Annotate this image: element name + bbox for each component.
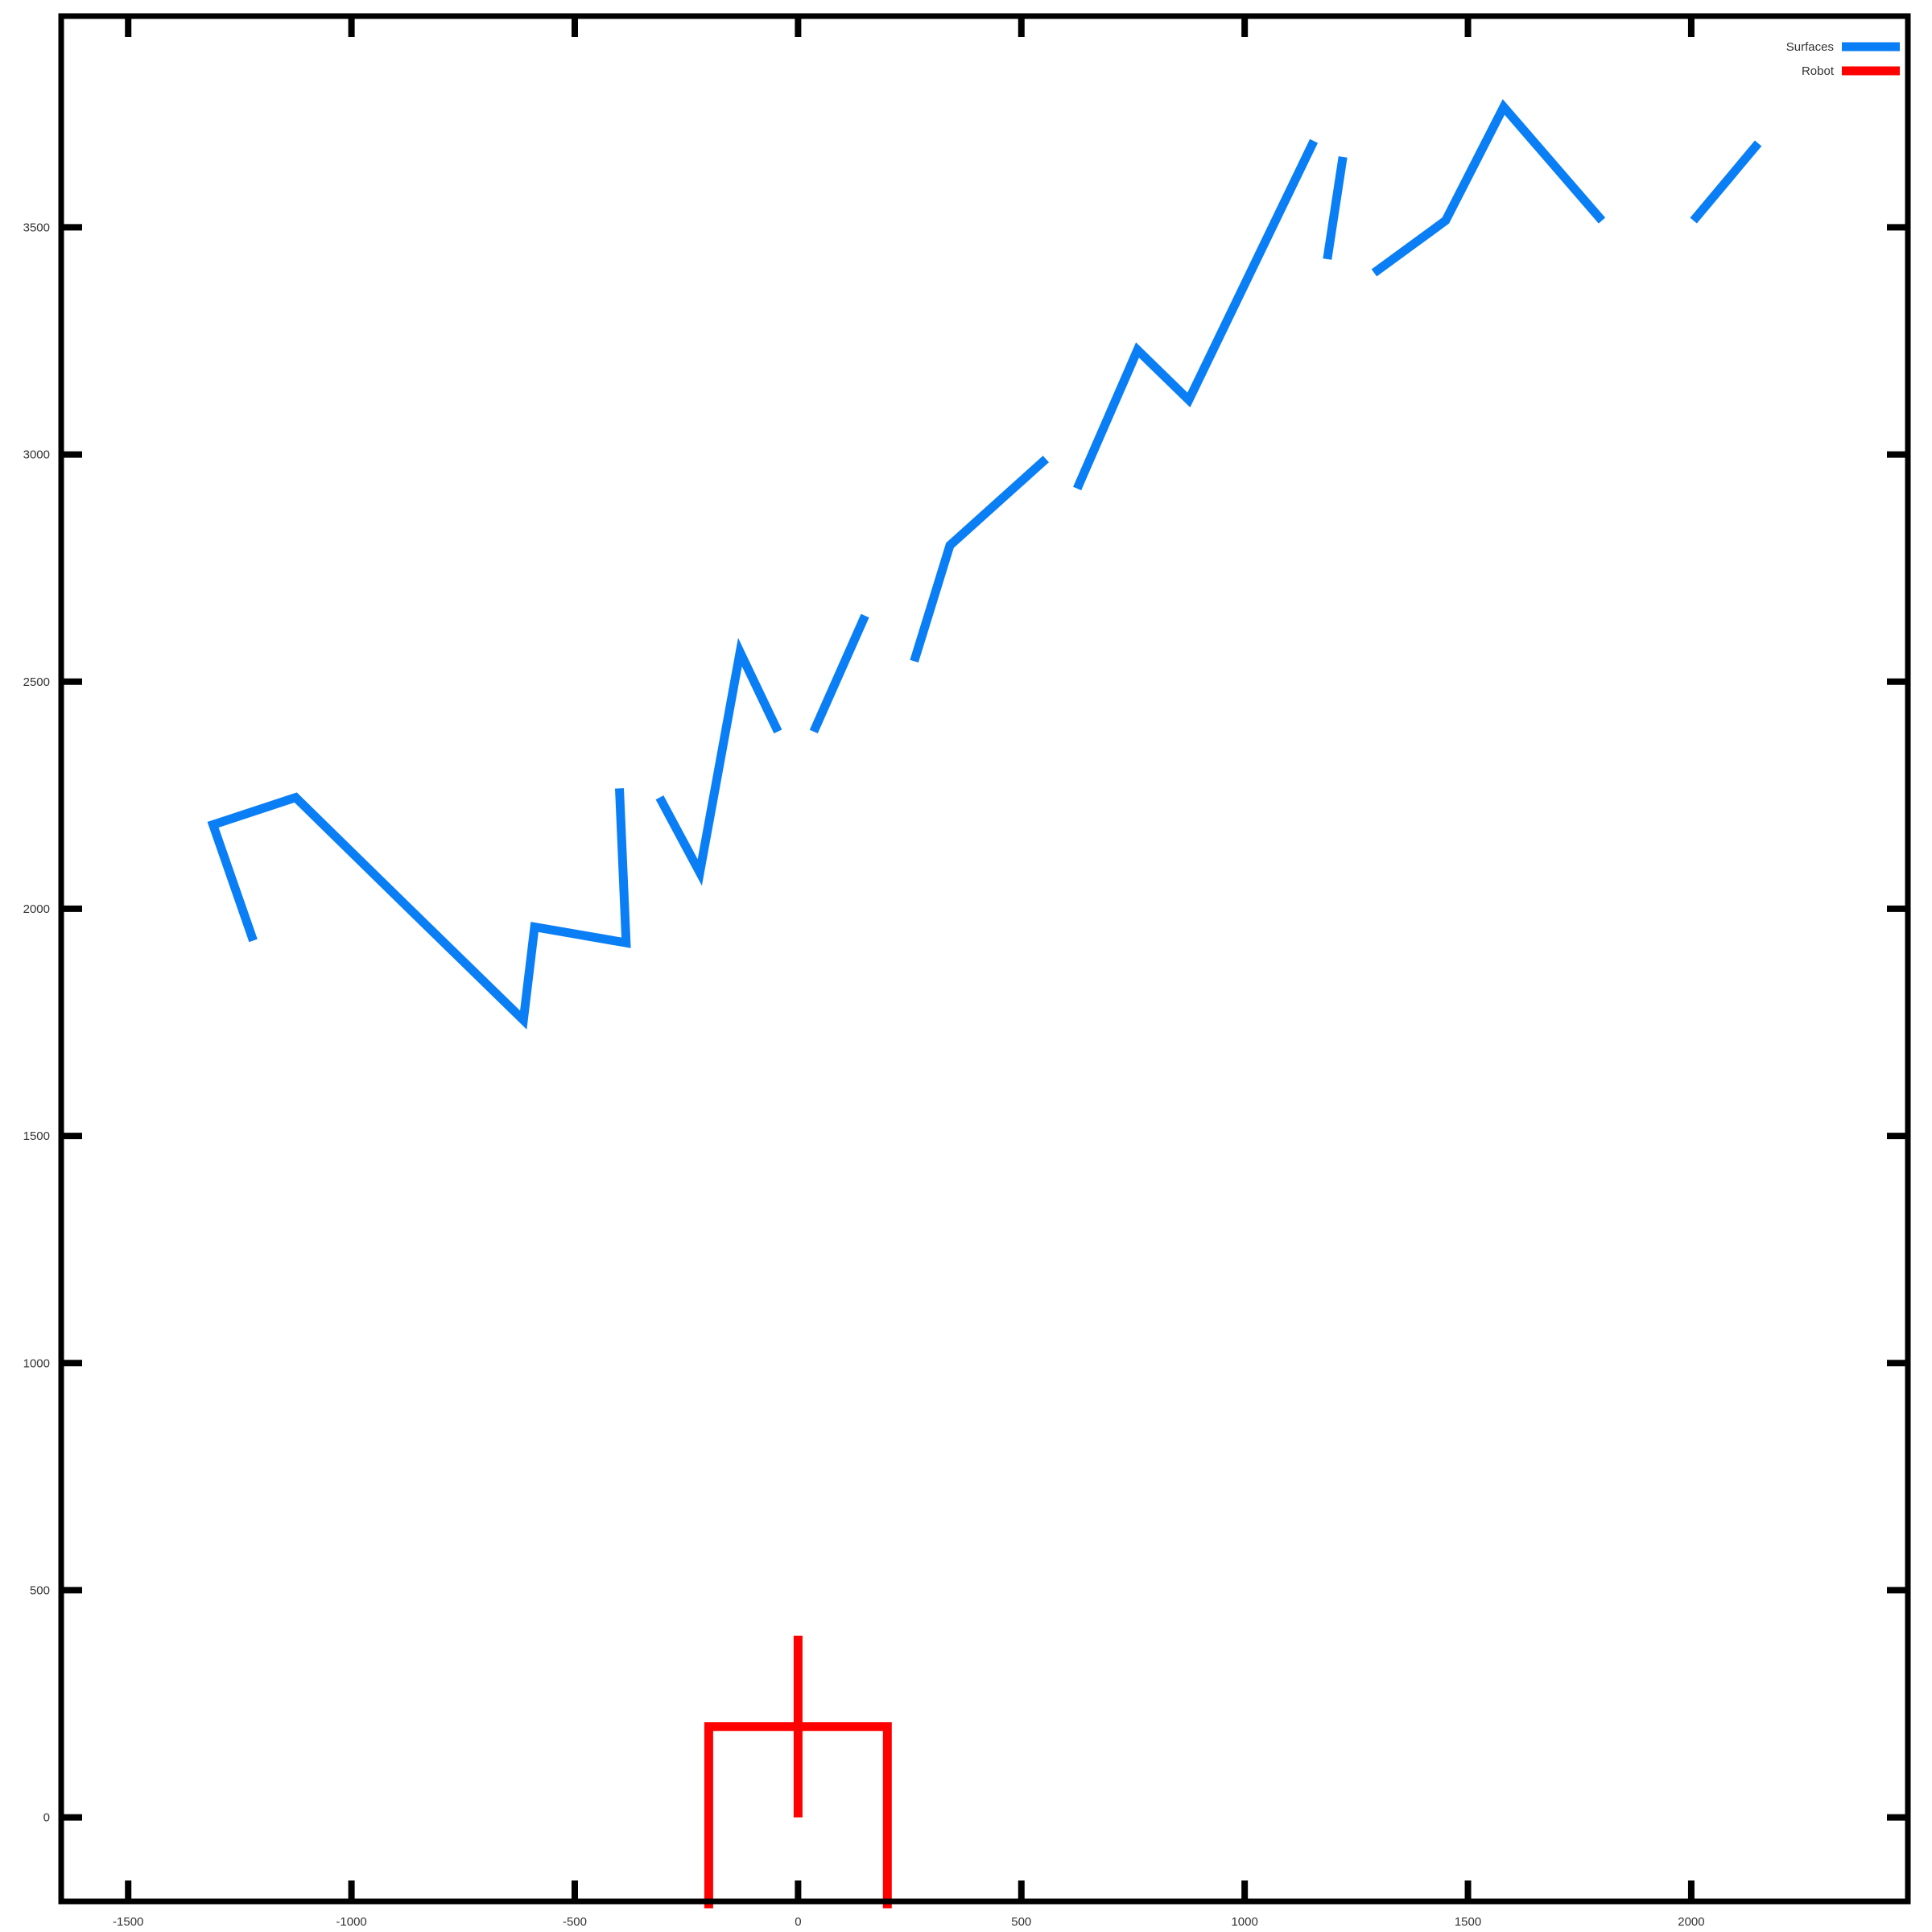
axis-ticks: -1500 -1000 -500 0 500 1000 1500 2000 0 500 1000 15… [23,16,1908,1929]
x-tick-label: 1500 [1455,1915,1481,1929]
x-tick-label: -1000 [336,1915,366,1929]
legend-label-surfaces: Surfaces [1786,40,1834,54]
y-tick-label: 0 [43,1811,50,1825]
surfaces-series-segment-1 [207,788,631,1030]
x-tick-label: -1500 [113,1915,143,1929]
surfaces-series-segment-6 [1323,156,1348,260]
surfaces-series-segment-7 [1371,99,1606,277]
y-tick-label: 3000 [23,448,50,462]
y-tick-label: 1000 [23,1356,50,1370]
x-tick-label: 500 [1011,1915,1031,1929]
plot-area [207,99,1762,1909]
y-tick-label: 2000 [23,902,50,916]
surfaces-series-segment-4 [910,456,1049,663]
surfaces-series-segment-2 [655,638,782,886]
x-tick-label: -500 [563,1915,587,1929]
x-tick-label: 1000 [1231,1915,1257,1929]
legend-label-robot: Robot [1802,64,1835,78]
plot-frame [58,13,1911,1905]
x-tick-label: 0 [795,1915,801,1929]
x-tick-label: 2000 [1678,1915,1704,1929]
y-tick-label: 500 [30,1583,50,1597]
surfaces-series-segment-5 [1073,138,1319,491]
y-tick-label: 2500 [23,675,50,689]
legend: Surfaces Robot [1786,40,1900,78]
surfaces-series-segment-8 [1690,140,1762,224]
surfaces-series-segment-3 [809,613,869,734]
y-tick-label: 1500 [23,1129,50,1143]
y-tick-label: 3500 [23,221,50,234]
